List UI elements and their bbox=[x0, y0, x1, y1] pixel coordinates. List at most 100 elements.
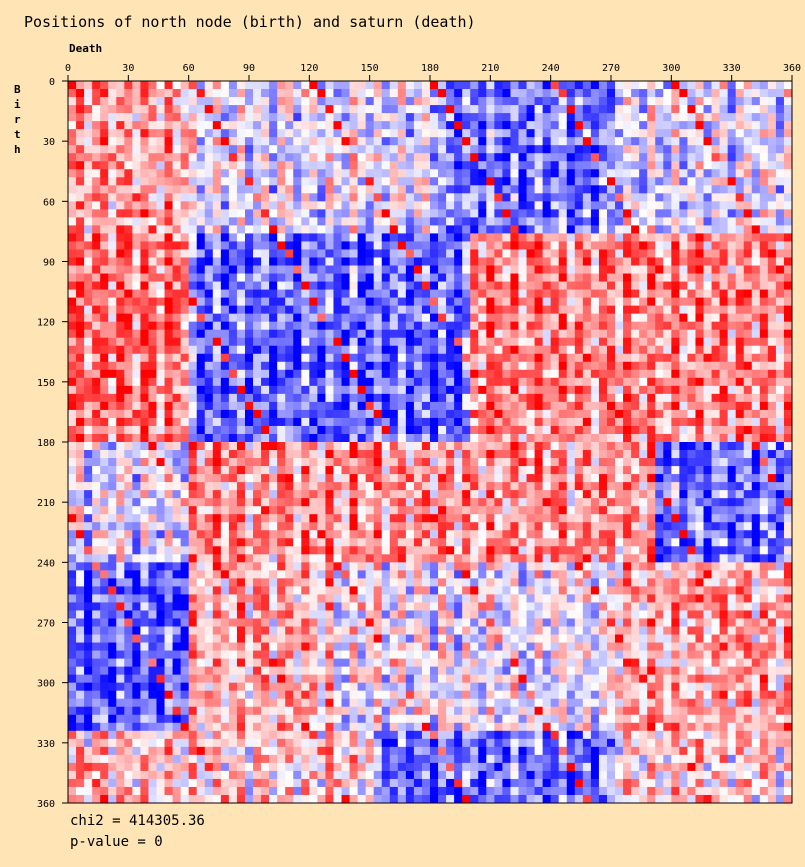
heatmap-cell bbox=[647, 153, 656, 162]
heatmap-cell bbox=[703, 161, 713, 170]
heatmap-cell bbox=[598, 273, 608, 283]
heatmap-cell bbox=[196, 113, 206, 122]
heatmap-cell bbox=[639, 385, 648, 395]
heatmap-cell bbox=[727, 257, 737, 267]
heatmap-cell bbox=[421, 193, 431, 202]
heatmap-cell bbox=[84, 121, 93, 130]
heatmap-cell bbox=[470, 129, 479, 138]
heatmap-cell bbox=[172, 225, 182, 234]
heatmap-cell bbox=[124, 361, 133, 371]
heatmap-cell bbox=[566, 297, 576, 307]
heatmap-cell bbox=[454, 105, 463, 114]
heatmap-cell bbox=[220, 305, 230, 315]
heatmap-cell bbox=[349, 409, 359, 419]
heatmap-cell bbox=[84, 297, 93, 307]
heatmap-cell bbox=[462, 345, 471, 355]
heatmap-cell bbox=[526, 361, 536, 371]
heatmap-cell bbox=[405, 474, 415, 483]
heatmap-cell bbox=[615, 321, 624, 331]
heatmap-cell bbox=[84, 193, 93, 202]
heatmap-cell bbox=[727, 433, 737, 443]
heatmap-cell bbox=[623, 377, 632, 387]
heatmap-cell bbox=[381, 281, 391, 291]
heatmap-cell bbox=[735, 377, 745, 387]
heatmap-cell bbox=[606, 209, 616, 218]
heatmap-cell bbox=[84, 129, 93, 138]
heatmap-cell bbox=[727, 249, 737, 258]
heatmap-cell bbox=[767, 89, 777, 98]
heatmap-cell bbox=[317, 233, 326, 242]
heatmap-cell bbox=[180, 289, 190, 299]
heatmap-cell bbox=[164, 442, 174, 451]
heatmap-cell bbox=[413, 506, 423, 515]
heatmap-cell bbox=[751, 241, 761, 250]
heatmap-cell bbox=[365, 450, 375, 459]
heatmap-cell bbox=[381, 305, 391, 315]
heatmap-cell bbox=[397, 337, 407, 347]
heatmap-cell bbox=[671, 466, 680, 475]
heatmap-cell bbox=[204, 458, 214, 467]
heatmap-cell bbox=[269, 281, 278, 291]
heatmap-cell bbox=[365, 498, 375, 507]
heatmap-cell bbox=[164, 217, 174, 226]
heatmap-cell bbox=[655, 417, 664, 427]
heatmap-cell bbox=[486, 177, 495, 186]
heatmap-cell bbox=[502, 409, 511, 419]
heatmap-cell bbox=[703, 177, 713, 186]
heatmap-cell bbox=[196, 393, 206, 403]
heatmap-cell bbox=[341, 345, 351, 355]
heatmap-cell bbox=[76, 490, 85, 499]
heatmap-cell bbox=[534, 329, 544, 339]
heatmap-cell bbox=[526, 466, 536, 475]
heatmap-cell bbox=[140, 289, 149, 299]
heatmap-cell bbox=[542, 225, 552, 234]
heatmap-cell bbox=[140, 161, 149, 170]
heatmap-cell bbox=[446, 401, 455, 411]
heatmap-cell bbox=[711, 417, 721, 427]
heatmap-cell bbox=[518, 385, 528, 395]
heatmap-cell bbox=[172, 466, 182, 475]
heatmap-cell bbox=[679, 466, 688, 475]
heatmap-cell bbox=[639, 377, 648, 387]
heatmap-cell bbox=[510, 433, 519, 443]
heatmap-cell bbox=[470, 209, 479, 218]
heatmap-cell bbox=[333, 257, 343, 267]
heatmap-cell bbox=[558, 417, 568, 427]
heatmap-cell bbox=[446, 217, 455, 226]
heatmap-cell bbox=[486, 425, 495, 435]
heatmap-cell bbox=[244, 417, 254, 427]
heatmap-cell bbox=[373, 442, 383, 451]
heatmap-cell bbox=[598, 417, 608, 427]
heatmap-cell bbox=[204, 425, 214, 435]
heatmap-cell bbox=[68, 442, 77, 451]
heatmap-cell bbox=[767, 225, 777, 234]
y-axis-label-letter: B bbox=[14, 83, 21, 96]
heatmap-cell bbox=[100, 442, 109, 451]
heatmap-cell bbox=[783, 442, 793, 451]
heatmap-cell bbox=[236, 153, 246, 162]
heatmap-cell bbox=[743, 474, 753, 483]
heatmap-cell bbox=[542, 113, 552, 122]
heatmap-cell bbox=[325, 466, 334, 475]
heatmap-cell bbox=[349, 153, 359, 162]
heatmap-cell bbox=[108, 458, 117, 467]
heatmap-cell bbox=[253, 506, 262, 515]
heatmap-cell bbox=[639, 81, 648, 90]
heatmap-cell bbox=[615, 257, 624, 267]
heatmap-cell bbox=[301, 369, 310, 379]
heatmap-cell bbox=[68, 409, 77, 419]
heatmap-cell bbox=[647, 169, 656, 178]
heatmap-cell bbox=[228, 466, 238, 475]
heatmap-cell bbox=[767, 329, 777, 339]
heatmap-cell bbox=[108, 482, 117, 491]
heatmap-cell bbox=[478, 417, 487, 427]
heatmap-cell bbox=[212, 498, 222, 507]
heatmap-cell bbox=[397, 257, 407, 267]
heatmap-cell bbox=[711, 409, 721, 419]
heatmap-cell bbox=[775, 369, 785, 379]
heatmap-cell bbox=[615, 490, 624, 499]
heatmap-cell bbox=[397, 433, 407, 443]
heatmap-cell bbox=[164, 113, 174, 122]
heatmap-cell bbox=[405, 145, 415, 154]
heatmap-cell bbox=[397, 474, 407, 483]
